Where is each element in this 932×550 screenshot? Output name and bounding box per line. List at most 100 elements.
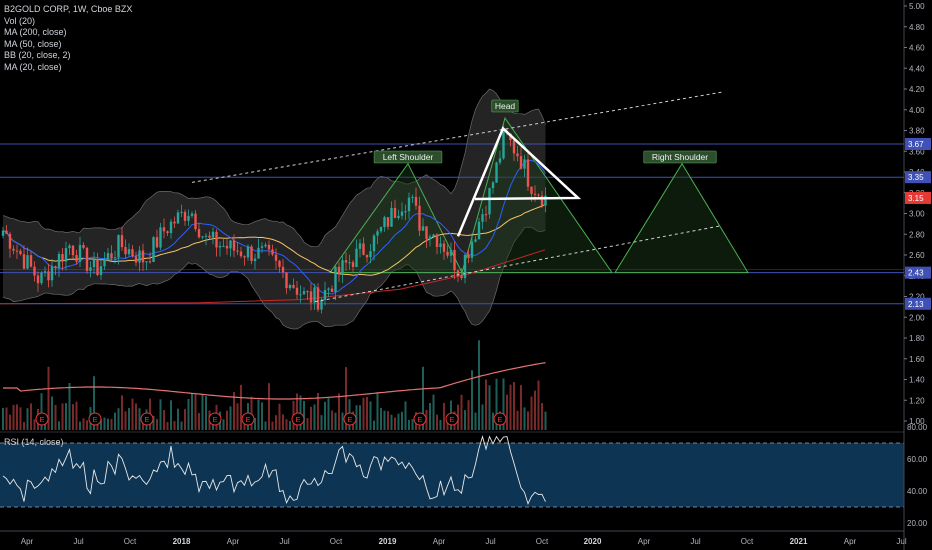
right-shoulder-label-text: Right Shoulder [652, 152, 708, 162]
volume-bar [124, 411, 127, 430]
candle-body [5, 230, 8, 234]
candle-body [127, 249, 131, 255]
earnings-circle [493, 412, 507, 426]
volume-bar [191, 393, 193, 430]
volume-bar [229, 406, 232, 430]
volume-bar [240, 384, 242, 430]
volume-bar [513, 382, 515, 430]
rsi-pane[interactable] [0, 431, 904, 508]
rsi-tick-label: 20.00 [907, 519, 928, 528]
volume-bar [443, 402, 445, 430]
right-shoulder-label[interactable]: Right Shoulder [643, 150, 717, 164]
bollinger-upper [2, 88, 546, 248]
volume-bar [387, 411, 389, 430]
candle-body [54, 266, 57, 269]
candle-body [467, 254, 470, 258]
ma50-line [2, 203, 546, 276]
volume-bar [198, 413, 200, 430]
legend-indicator-vol[interactable]: Vol (20) [4, 15, 36, 26]
candle-body [334, 266, 337, 292]
legend-title[interactable]: B2GOLD CORP, 1W, Cboe BZX [4, 4, 133, 14]
candle-body [8, 233, 12, 249]
earnings-letter: E [144, 415, 149, 424]
price-badge-3.67[interactable]: 3.67 [905, 137, 931, 150]
volume-bar [173, 421, 176, 430]
price-tick-label: 1.80 [909, 334, 925, 343]
volume-bar [100, 419, 102, 430]
horizontal-levels[interactable] [0, 143, 904, 305]
volume-bar [58, 421, 60, 430]
volume-bar [362, 397, 365, 430]
rsi-pane-label[interactable]: RSI (14, close) [4, 437, 64, 447]
left-shoulder-label[interactable]: Left Shoulder [373, 150, 443, 164]
price-tick-label: 4.20 [909, 85, 925, 94]
earnings-marker-3[interactable]: E [208, 412, 222, 426]
time-tick-label: Apr [433, 537, 446, 546]
candle-body [194, 213, 197, 230]
volume-bar [383, 410, 386, 430]
volume-bar [107, 418, 109, 430]
earnings-marker-1[interactable]: E [88, 412, 102, 426]
candle-body [99, 266, 103, 276]
legend-indicator-ma50[interactable]: MA (50, close) [4, 38, 62, 49]
earnings-marker-4[interactable]: E [241, 412, 255, 426]
candle-body [341, 260, 344, 275]
candle-body [250, 246, 253, 262]
price-tick-label: 3.80 [909, 127, 925, 136]
pattern-overlay[interactable]: Head Left Shoulder Right Shoulder [191, 91, 723, 303]
volume-bar [110, 418, 113, 430]
volume-bar [233, 391, 235, 430]
earnings-letter: E [295, 415, 300, 424]
candle-body [537, 194, 540, 196]
volume-bar [516, 410, 519, 430]
candle-body [33, 266, 36, 276]
volume-bar [380, 407, 382, 430]
candle-body [222, 245, 225, 247]
legend-indicator-ma200[interactable]: MA (200, close) [4, 27, 67, 37]
price-badge-3.35[interactable]: 3.35 [905, 171, 931, 184]
candle-body [533, 193, 537, 195]
earnings-marker-8[interactable]: E [445, 412, 459, 426]
legend-indicator-bb[interactable]: BB (20, close, 2) [4, 50, 71, 60]
candle-body [15, 250, 19, 252]
price-badge-text: 2.43 [908, 269, 924, 278]
candle-body [516, 153, 519, 157]
volume-bar [432, 394, 435, 430]
volume-bar [436, 414, 438, 430]
volume-bar [82, 418, 85, 430]
volume-bar [187, 399, 190, 430]
time-tick-label: Jul [279, 537, 289, 546]
volume-bar [376, 392, 379, 430]
earnings-marker-7[interactable]: E [413, 412, 427, 426]
volume-bar [324, 401, 326, 430]
price-badge-2.43[interactable]: 2.43 [905, 266, 931, 279]
candle-body [106, 253, 110, 260]
candle-body [442, 243, 446, 252]
candle-body [411, 196, 414, 198]
candle-body [113, 257, 117, 259]
price-badge-3.15[interactable]: 3.15 [905, 191, 931, 204]
price-badge-2.13[interactable]: 2.13 [905, 297, 931, 310]
earnings-marker-0[interactable]: E [35, 412, 49, 426]
candle-body [362, 243, 365, 255]
legend-indicator-ma20[interactable]: MA (20, close) [4, 61, 62, 72]
candle-body [491, 182, 495, 189]
candle-body [176, 212, 180, 224]
earnings-marker-5[interactable]: E [291, 412, 305, 426]
candle-body [131, 249, 134, 257]
volume-bar [404, 401, 407, 430]
candle-body [183, 211, 187, 221]
volume-bar [9, 414, 11, 430]
earnings-marker-2[interactable]: E [140, 412, 154, 426]
volume-bar [401, 411, 403, 430]
time-tick-label: Jul [896, 537, 906, 546]
volume-bar [397, 413, 400, 430]
earnings-marker-9[interactable]: E [493, 412, 507, 426]
head-label[interactable]: Head [491, 99, 519, 113]
candle-body [400, 211, 404, 216]
volume-bar [226, 410, 228, 430]
earnings-marker-6[interactable]: E [343, 412, 357, 426]
